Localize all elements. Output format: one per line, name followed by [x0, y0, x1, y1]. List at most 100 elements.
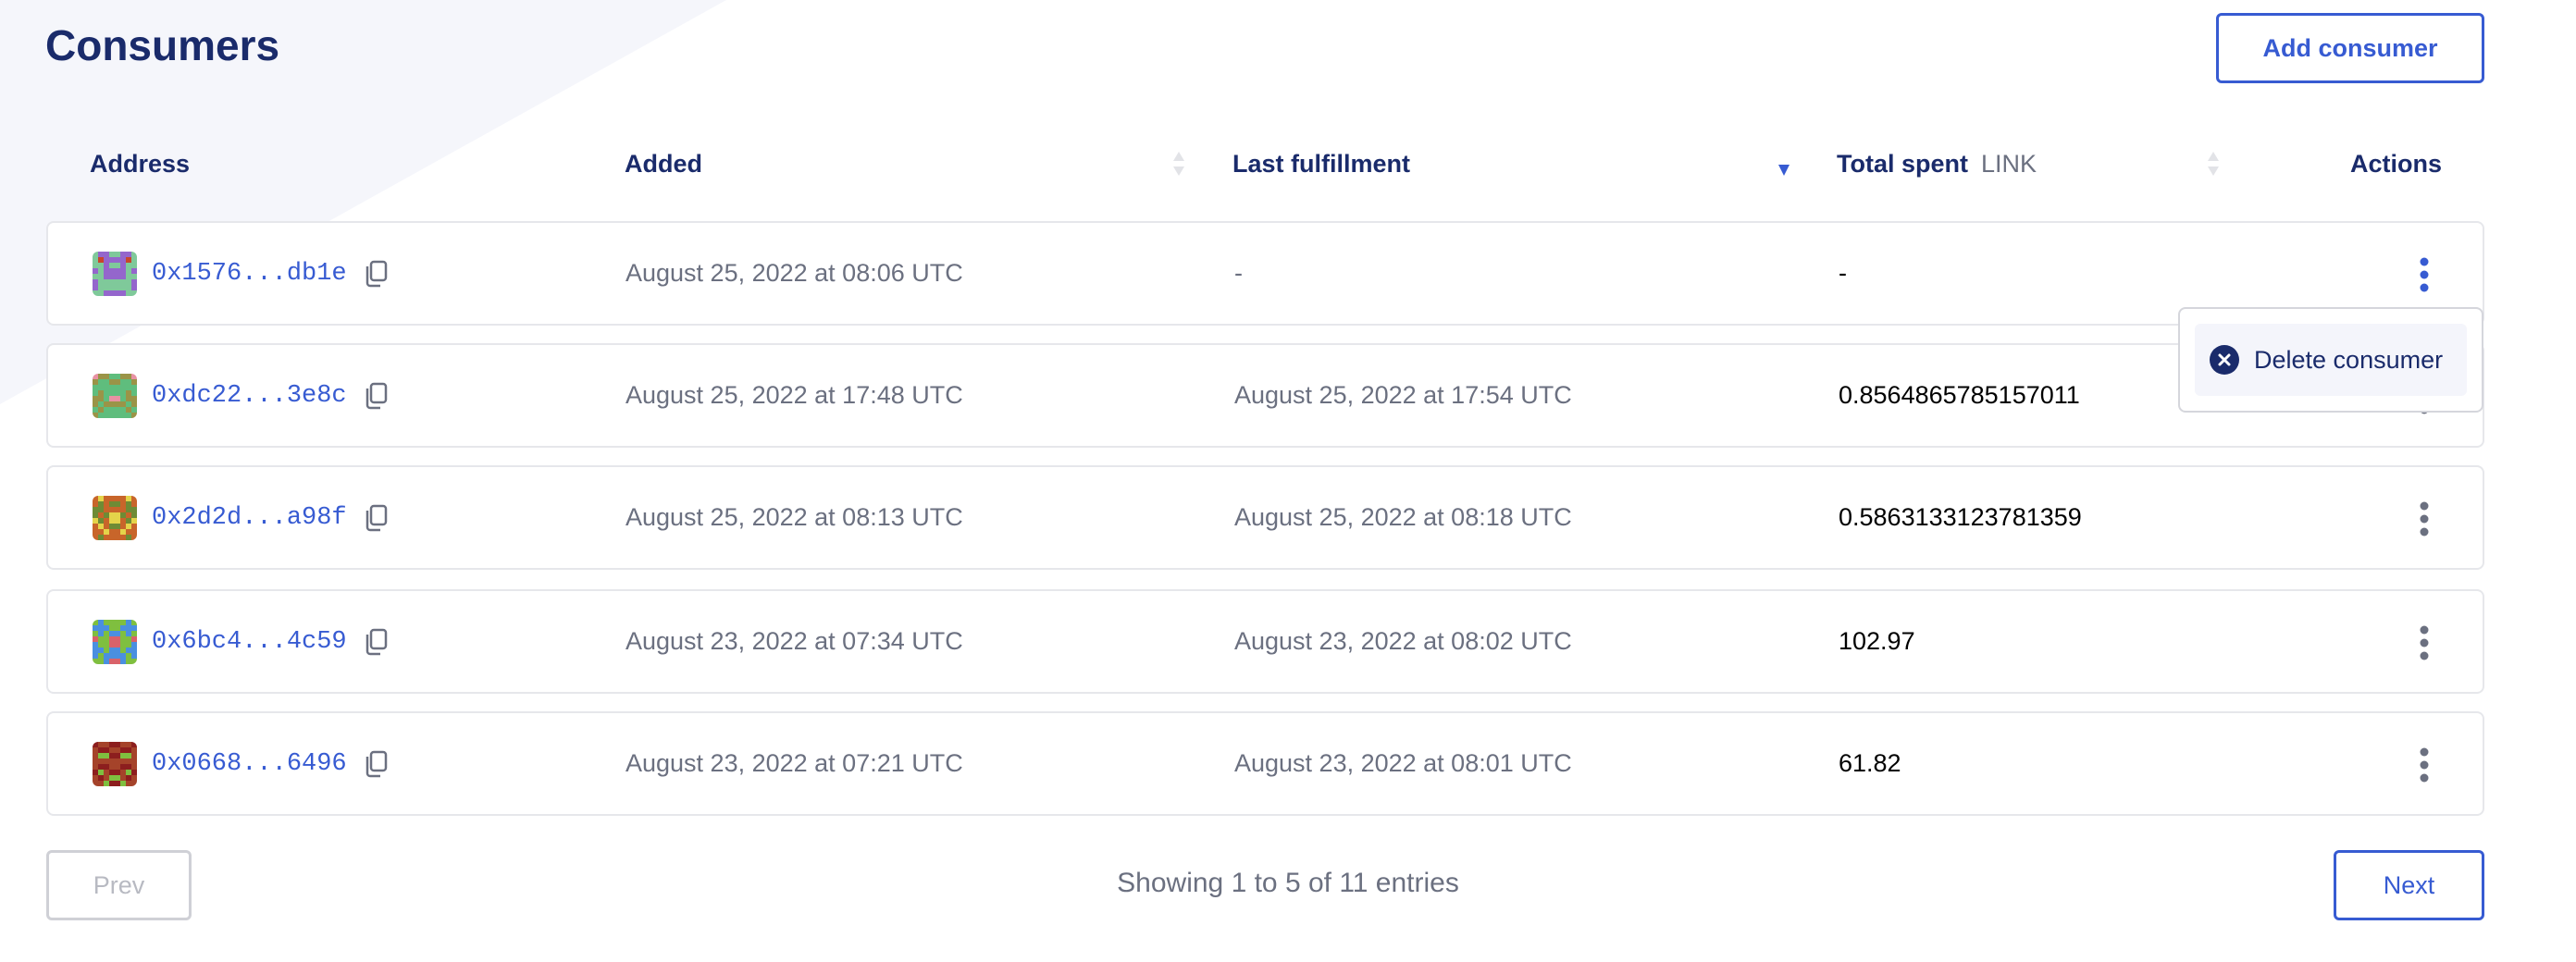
- copy-icon[interactable]: [364, 504, 388, 532]
- avatar-pixel: [115, 290, 120, 296]
- address-link[interactable]: 0x0668...6496: [152, 749, 347, 778]
- header-added[interactable]: Added: [625, 150, 702, 178]
- avatar-pixel: [93, 512, 98, 518]
- avatar-pixel: [120, 406, 126, 413]
- delete-consumer-menu-item[interactable]: Delete consumer: [2195, 324, 2467, 396]
- pagination-summary: Showing 1 to 5 of 11 entries: [1117, 868, 1459, 898]
- more-vertical-icon[interactable]: [2418, 256, 2431, 293]
- avatar-pixel: [131, 251, 137, 257]
- avatar-pixel: [126, 630, 131, 636]
- avatar-pixel: [104, 506, 109, 512]
- avatar-pixel: [104, 495, 109, 501]
- avatar-pixel: [104, 780, 109, 786]
- avatar-pixel: [104, 528, 109, 535]
- sort-icon-added[interactable]: [1170, 150, 1187, 178]
- last-fulfillment-cell: August 23, 2022 at 08:01 UTC: [1234, 749, 1572, 777]
- address-link[interactable]: 0x2d2d...a98f: [152, 503, 347, 532]
- avatar-pixel: [120, 284, 126, 290]
- sort-icon-total-spent[interactable]: [2205, 150, 2222, 178]
- avatar-pixel: [126, 780, 131, 786]
- avatar-pixel: [120, 512, 126, 518]
- avatar-pixel: [109, 528, 115, 535]
- avatar-pixel: [93, 746, 98, 753]
- sort-descending-icon[interactable]: [1776, 150, 1792, 178]
- avatar-pixel: [120, 624, 126, 631]
- address-link[interactable]: 0x1576...db1e: [152, 259, 347, 288]
- avatar-pixel: [104, 752, 109, 758]
- avatar-pixel: [120, 278, 126, 285]
- avatar-pixel: [109, 652, 115, 659]
- avatar-pixel: [98, 373, 104, 379]
- copy-icon[interactable]: [364, 382, 388, 410]
- avatar-pixel: [131, 624, 137, 631]
- address-link[interactable]: 0x6bc4...4c59: [152, 627, 347, 656]
- copy-icon[interactable]: [364, 750, 388, 778]
- avatar-pixel: [120, 517, 126, 524]
- avatar-pixel: [120, 630, 126, 636]
- avatar-pixel: [109, 752, 115, 758]
- avatar-pixel: [126, 534, 131, 540]
- avatar-pixel: [98, 647, 104, 653]
- avatar-pixel: [126, 523, 131, 529]
- avatar-pixel: [93, 619, 98, 625]
- avatar-pixel: [98, 256, 104, 263]
- avatar-pixel: [98, 395, 104, 401]
- avatar-pixel: [131, 635, 137, 642]
- avatar-pixel: [93, 506, 98, 512]
- avatar-pixel: [131, 658, 137, 664]
- header-last-fulfillment[interactable]: Last fulfillment: [1232, 150, 1411, 178]
- avatar-pixel: [98, 290, 104, 296]
- avatar-pixel: [109, 658, 115, 664]
- avatar-pixel: [131, 267, 137, 274]
- avatar-pixel: [93, 389, 98, 396]
- avatar-pixel: [98, 406, 104, 413]
- avatar-pixel: [115, 256, 120, 263]
- page-title: Consumers: [45, 21, 280, 69]
- avatar-pixel: [115, 746, 120, 753]
- total-spent-cell: -: [1839, 259, 1847, 287]
- copy-icon[interactable]: [364, 628, 388, 656]
- address-cell: 0xdc22...3e8c: [93, 345, 388, 446]
- avatar-pixel: [126, 624, 131, 631]
- address-link[interactable]: 0xdc22...3e8c: [152, 381, 347, 410]
- avatar-pixel: [93, 500, 98, 507]
- avatar-pixel: [126, 517, 131, 524]
- avatar-pixel: [115, 278, 120, 285]
- avatar-pixel: [109, 384, 115, 390]
- table-row: 0x2d2d...a98f August 25, 2022 at 08:13 U…: [46, 465, 2484, 570]
- more-vertical-icon[interactable]: [2418, 746, 2431, 783]
- avatar-pixel: [93, 780, 98, 786]
- avatar-pixel: [93, 641, 98, 648]
- copy-icon[interactable]: [364, 260, 388, 288]
- header-total-spent[interactable]: Total spent LINK: [1837, 150, 2037, 179]
- avatar-pixel: [98, 769, 104, 775]
- avatar-pixel: [93, 658, 98, 664]
- avatar-pixel: [109, 534, 115, 540]
- avatar-pixel: [104, 512, 109, 518]
- avatar-pixel: [115, 523, 120, 529]
- more-vertical-icon[interactable]: [2418, 624, 2431, 661]
- avatar-pixel: [131, 256, 137, 263]
- avatar-pixel: [93, 635, 98, 642]
- avatar-pixel: [126, 251, 131, 257]
- avatar-pixel: [93, 763, 98, 770]
- avatar-pixel: [98, 741, 104, 747]
- avatar-pixel: [104, 769, 109, 775]
- avatar-pixel: [120, 752, 126, 758]
- avatar-pixel: [131, 495, 137, 501]
- avatar-pixel: [126, 278, 131, 285]
- address-avatar: [93, 373, 137, 418]
- address-avatar: [93, 619, 137, 664]
- avatar-pixel: [126, 500, 131, 507]
- avatar-pixel: [98, 512, 104, 518]
- more-vertical-icon[interactable]: [2418, 500, 2431, 537]
- avatar-pixel: [104, 412, 109, 418]
- avatar-pixel: [104, 500, 109, 507]
- avatar-pixel: [109, 647, 115, 653]
- avatar-pixel: [104, 758, 109, 764]
- add-consumer-button[interactable]: Add consumer: [2216, 13, 2484, 83]
- avatar-pixel: [115, 780, 120, 786]
- avatar-pixel: [131, 273, 137, 279]
- next-page-button[interactable]: Next: [2334, 850, 2484, 920]
- prev-page-button[interactable]: Prev: [46, 850, 192, 920]
